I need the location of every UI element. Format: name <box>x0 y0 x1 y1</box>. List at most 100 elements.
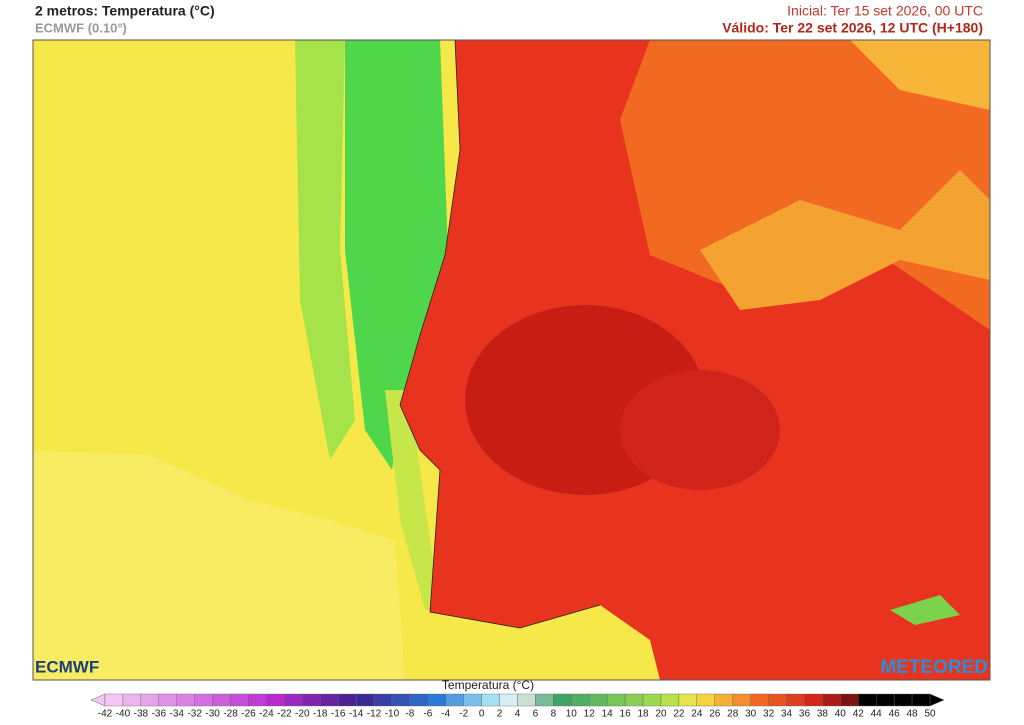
legend-label: 40 <box>835 709 847 720</box>
legend-label: 46 <box>889 709 901 720</box>
meteored-logo: METEORED <box>880 657 988 678</box>
colorbar-box <box>266 693 285 707</box>
legend-label: -10 <box>385 709 400 720</box>
colorbar-arrow-left <box>90 693 106 707</box>
colorbar-box <box>786 693 805 707</box>
colorbar-box <box>499 693 518 707</box>
model-name: ECMWF (0.10°) <box>35 20 127 35</box>
colorbar-box <box>535 693 554 707</box>
colorbar-box <box>158 693 177 707</box>
colorbar-box <box>391 693 411 707</box>
legend-label: 16 <box>620 709 632 720</box>
colorbar-box <box>104 693 124 707</box>
legend-label: -4 <box>441 709 450 720</box>
colorbar-box <box>696 693 715 707</box>
colorbar-box <box>768 693 787 707</box>
colorbar-box <box>248 693 267 707</box>
legend-label: -18 <box>313 709 328 720</box>
legend-label: -16 <box>331 709 346 720</box>
legend-label: 48 <box>907 709 919 720</box>
colorbar-box <box>875 693 895 707</box>
legend-label: 36 <box>799 709 811 720</box>
legend-label: 32 <box>763 709 775 720</box>
legend-label: 42 <box>853 709 865 720</box>
legend-label: 22 <box>673 709 685 720</box>
legend-label: -26 <box>241 709 256 720</box>
legend-label: 18 <box>637 709 649 720</box>
colorbar-box <box>176 693 195 707</box>
legend-label: -8 <box>405 709 414 720</box>
legend-label: 24 <box>691 709 703 720</box>
colorbar-box <box>409 693 429 707</box>
legend-label: -20 <box>295 709 310 720</box>
legend-label: -38 <box>134 709 149 720</box>
legend-label: 30 <box>745 709 757 720</box>
colorbar-box <box>302 693 321 707</box>
legend-label: -40 <box>116 709 131 720</box>
legend-label: 26 <box>709 709 721 720</box>
initial-time: Inicial: Ter 15 set 2026, 00 UTC <box>787 3 983 19</box>
colorbar-box <box>373 693 393 707</box>
colorbar-box <box>732 693 751 707</box>
legend-label: 0 <box>479 709 485 720</box>
colorbar-box <box>911 693 931 707</box>
colorbar-box <box>804 693 823 707</box>
map <box>32 39 991 681</box>
colorbar-box <box>714 693 733 707</box>
legend-label: 50 <box>924 709 936 720</box>
legend-label: -22 <box>277 709 292 720</box>
colorbar-box <box>140 693 160 707</box>
legend-label: -2 <box>459 709 468 720</box>
legend-label: -12 <box>367 709 382 720</box>
legend-label: 12 <box>584 709 596 720</box>
legend-label: 34 <box>781 709 793 720</box>
colorbar-box <box>642 693 662 707</box>
ecmwf-logo: ECMWF <box>35 657 99 676</box>
legend-label: 20 <box>655 709 667 720</box>
colorbar-box <box>517 693 536 707</box>
colorbar-box <box>337 693 357 707</box>
colorbar-box <box>212 693 231 707</box>
map-title: 2 metros: Temperatura (°C) <box>35 3 215 19</box>
legend-label: -30 <box>205 709 220 720</box>
colorbar-box <box>840 693 859 707</box>
legend-title: Temperatura (°C) <box>442 678 534 692</box>
legend-label: 44 <box>871 709 883 720</box>
colorbar-box <box>284 693 303 707</box>
colorbar-box <box>427 693 446 707</box>
legend-label: -14 <box>349 709 364 720</box>
colorbar-box <box>750 693 769 707</box>
valid-time: Válido: Ter 22 set 2026, 12 UTC (H+180) <box>722 20 983 36</box>
legend-label: -36 <box>152 709 167 720</box>
colorbar-box <box>678 693 698 707</box>
colorbar-box <box>463 693 482 707</box>
colorbar-box <box>893 693 913 707</box>
colorbar-box <box>571 693 590 707</box>
legend-label: 14 <box>602 709 614 720</box>
colorbar-box <box>355 693 375 707</box>
colorbar-box <box>194 693 213 707</box>
colorbar-box <box>445 693 464 707</box>
legend-label: -34 <box>170 709 185 720</box>
colorbar-box <box>822 693 841 707</box>
legend-label: 2 <box>497 709 503 720</box>
colorbar-box <box>606 693 626 707</box>
legend-label: 28 <box>727 709 739 720</box>
legend-label: 6 <box>533 709 539 720</box>
legend-label: 10 <box>566 709 578 720</box>
legend-label: -24 <box>259 709 274 720</box>
colorbar-box <box>858 693 877 707</box>
colorbar-box <box>320 693 339 707</box>
legend-label: -42 <box>98 709 113 720</box>
colorbar-box <box>230 693 249 707</box>
legend-label: 4 <box>515 709 521 720</box>
colorbar-arrow-right <box>929 693 945 707</box>
colorbar-box <box>122 693 142 707</box>
legend-label: -28 <box>223 709 238 720</box>
colorbar-box <box>589 693 608 707</box>
legend-label: -6 <box>423 709 432 720</box>
legend-label: 38 <box>817 709 829 720</box>
colorbar-box <box>481 693 500 707</box>
legend-label: 8 <box>551 709 557 720</box>
colorbar-box <box>660 693 680 707</box>
